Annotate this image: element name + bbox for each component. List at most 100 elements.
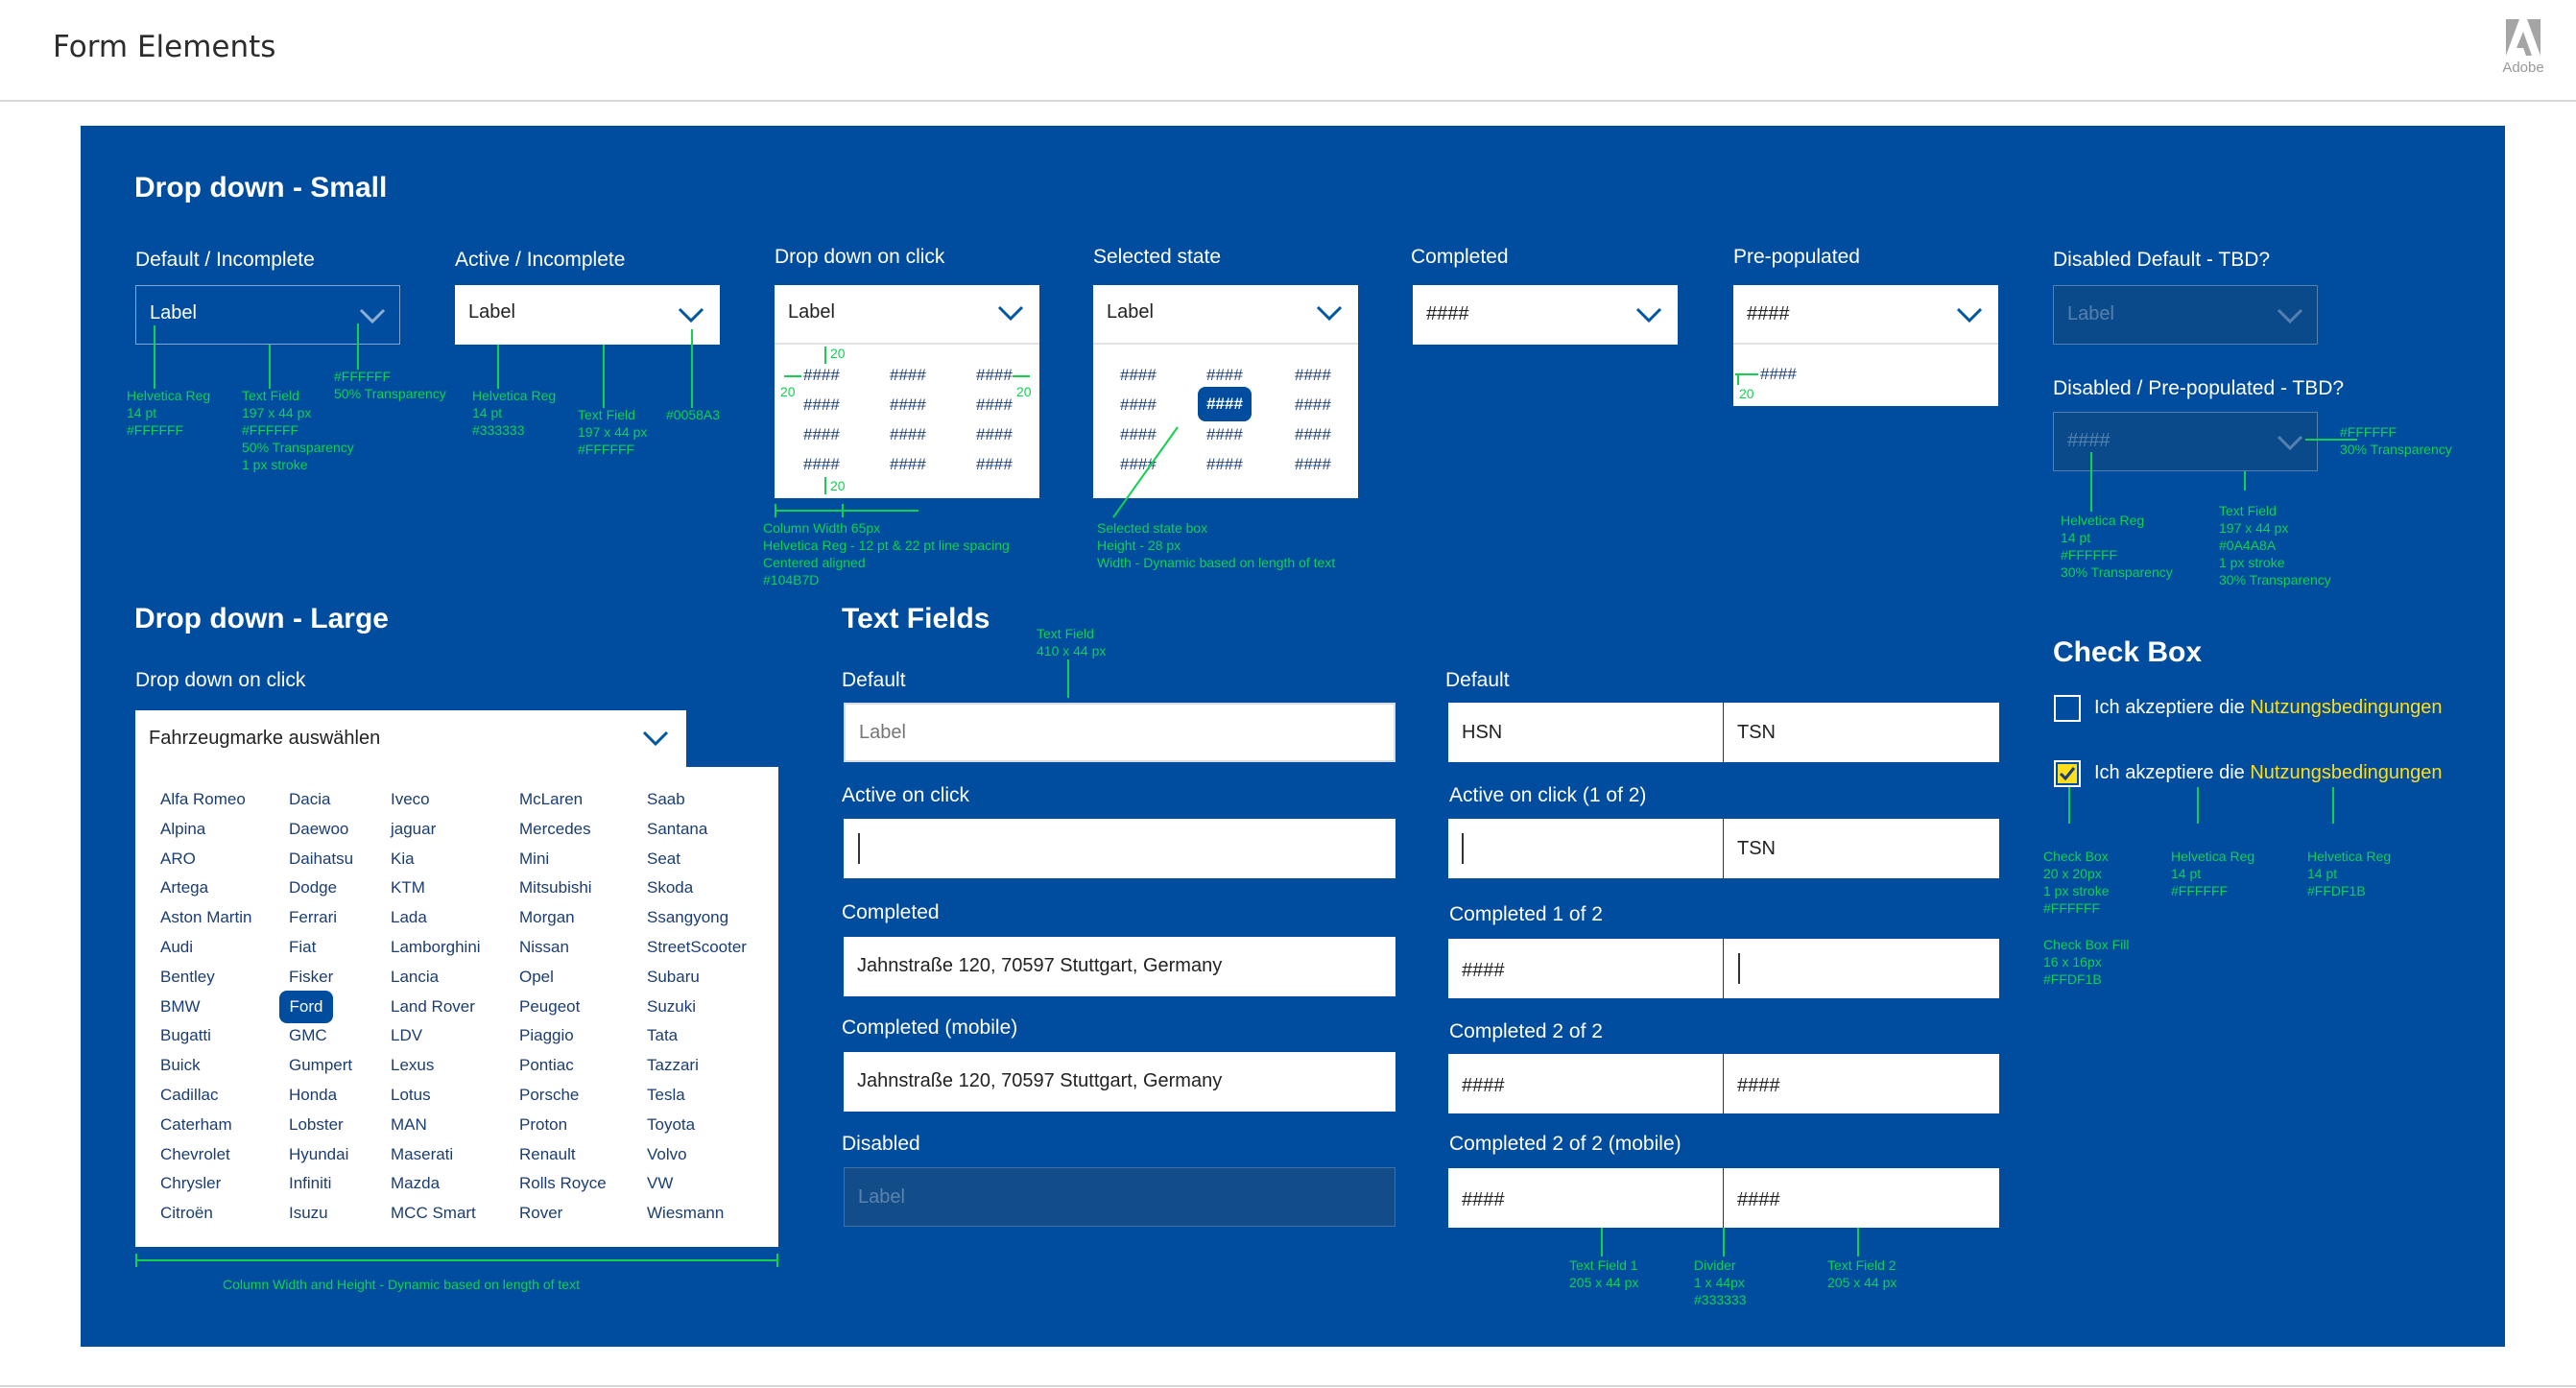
textfield-hsn-completed[interactable]: ####	[1448, 1054, 1724, 1113]
menu-option[interactable]: ####	[1206, 425, 1243, 443]
brand-option[interactable]: Rover	[519, 1204, 563, 1223]
brand-option[interactable]: Infiniti	[289, 1174, 332, 1193]
menu-option[interactable]: ####	[890, 455, 926, 473]
brand-option[interactable]: Honda	[289, 1086, 338, 1104]
brand-option[interactable]: Bentley	[160, 967, 215, 986]
brand-option[interactable]: ARO	[160, 849, 196, 868]
brand-option[interactable]: Mazda	[391, 1174, 441, 1193]
menu-option[interactable]: ####	[976, 395, 1013, 414]
brand-option[interactable]: Mercedes	[519, 819, 591, 838]
textfield-active[interactable]	[844, 819, 1395, 878]
brand-option[interactable]: Dodge	[289, 878, 338, 897]
menu-option[interactable]: ####	[890, 395, 926, 414]
brand-option[interactable]: Pontiac	[519, 1056, 574, 1075]
dropdown-prepopulated[interactable]: ####	[1733, 285, 1998, 345]
brand-option[interactable]: Daewoo	[289, 819, 349, 838]
textfield-tsn-completed[interactable]: ####	[1724, 1054, 1999, 1113]
textfield-completed-mobile[interactable]: Jahnstraße 120, 70597 Stuttgart, Germany	[844, 1052, 1395, 1112]
brand-option[interactable]: Piaggio	[519, 1026, 574, 1045]
textfield-tsn-active[interactable]	[1724, 939, 1999, 998]
brand-option[interactable]: Ssangyong	[647, 908, 729, 927]
brand-option[interactable]: Cadillac	[160, 1086, 219, 1104]
brand-option[interactable]: Renault	[519, 1144, 576, 1163]
textfield-hsn[interactable]: HSN	[1448, 703, 1724, 762]
menu-option[interactable]: ####	[803, 425, 840, 443]
menu-option[interactable]: ####	[976, 366, 1013, 384]
brand-option[interactable]: VW	[647, 1174, 674, 1193]
brand-option[interactable]: Tesla	[647, 1086, 685, 1104]
dropdown-completed[interactable]: ####	[1413, 285, 1678, 345]
brand-option[interactable]: Ferrari	[289, 908, 338, 927]
brand-option[interactable]: Skoda	[647, 878, 694, 897]
brand-option[interactable]: GMC	[289, 1026, 327, 1045]
brand-option[interactable]: Wiesmann	[647, 1204, 725, 1223]
brand-option[interactable]: MCC Smart	[391, 1204, 476, 1223]
brand-option[interactable]: Buick	[160, 1056, 201, 1075]
textfield-tsn-completed[interactable]: ####	[1724, 1168, 1999, 1228]
terms-link[interactable]: Nutzungsbedingungen	[2250, 697, 2443, 718]
brand-option[interactable]: Fiat	[289, 938, 317, 956]
brand-option[interactable]: Mini	[519, 849, 550, 868]
brand-option[interactable]: Gumpert	[289, 1056, 353, 1075]
menu-option[interactable]: ####	[1206, 455, 1243, 473]
brand-option[interactable]: Seat	[647, 849, 680, 868]
brand-option[interactable]: Isuzu	[289, 1204, 328, 1223]
selected-brand-option[interactable]: Ford	[279, 990, 333, 1023]
dropdown-active[interactable]: Label	[455, 285, 720, 345]
brand-option[interactable]: Volvo	[647, 1144, 687, 1163]
brand-option[interactable]: Dacia	[289, 790, 331, 808]
textfield-hsn-completed[interactable]: ####	[1448, 1168, 1724, 1228]
brand-option[interactable]: Chrysler	[160, 1174, 222, 1193]
brand-option[interactable]: Artega	[160, 878, 209, 897]
brand-option[interactable]: Citroën	[160, 1204, 213, 1223]
brand-option[interactable]: Lexus	[391, 1056, 435, 1075]
brand-option[interactable]: Lamborghini	[391, 938, 481, 956]
brand-option[interactable]: MAN	[391, 1114, 427, 1134]
brand-option[interactable]: Bugatti	[160, 1026, 211, 1045]
brand-option[interactable]: Morgan	[519, 908, 575, 927]
menu-option[interactable]: ####	[1295, 395, 1331, 414]
brand-option[interactable]: Lancia	[391, 967, 440, 986]
menu-option[interactable]: ####	[976, 425, 1013, 443]
brand-option[interactable]: Porsche	[519, 1086, 580, 1104]
brand-option[interactable]: Fisker	[289, 967, 334, 986]
brand-option[interactable]: Proton	[519, 1114, 568, 1134]
menu-option[interactable]: ####	[1120, 366, 1157, 384]
textfield-hsn-completed[interactable]: ####	[1448, 939, 1724, 998]
checkbox-unchecked[interactable]	[2054, 695, 2081, 722]
brand-option[interactable]: Hyundai	[289, 1144, 349, 1163]
brand-option[interactable]: Toyota	[647, 1114, 696, 1134]
terms-link[interactable]: Nutzungsbedingungen	[2250, 762, 2443, 783]
brand-option[interactable]: Mitsubishi	[519, 878, 592, 897]
menu-option[interactable]: ####	[1295, 366, 1331, 384]
brand-option[interactable]: BMW	[160, 996, 201, 1016]
textfield-completed[interactable]: Jahnstraße 120, 70597 Stuttgart, Germany	[844, 937, 1395, 996]
brand-option[interactable]: Santana	[647, 819, 708, 838]
menu-option[interactable]: ####	[1120, 395, 1157, 414]
checkbox-checked[interactable]	[2054, 760, 2081, 787]
brand-option[interactable]: Alpina	[160, 819, 206, 838]
brand-option[interactable]: Tata	[647, 1026, 679, 1045]
brand-option[interactable]: Lobster	[289, 1114, 344, 1134]
brand-option[interactable]: Land Rover	[391, 996, 475, 1016]
brand-option[interactable]: Lada	[391, 908, 427, 927]
menu-option[interactable]: ####	[976, 455, 1013, 473]
brand-option[interactable]: Audi	[160, 938, 194, 956]
dropdown-large[interactable]: Fahrzeugmarke auswählen	[135, 710, 686, 770]
menu-option[interactable]: ####	[803, 395, 840, 414]
brand-option[interactable]: jaguar	[391, 819, 437, 838]
dropdown-default[interactable]: Label	[135, 285, 400, 345]
menu-option[interactable]: ####	[803, 366, 840, 384]
textfield-hsn-active[interactable]	[1448, 819, 1724, 878]
brand-option[interactable]: LDV	[391, 1026, 423, 1045]
dropdown-onclick[interactable]: Label	[775, 285, 1039, 345]
textfield-tsn[interactable]: TSN	[1724, 703, 1999, 762]
brand-option[interactable]: StreetScooter	[647, 938, 747, 956]
menu-option[interactable]: ####	[1295, 425, 1331, 443]
brand-option[interactable]: Daihatsu	[289, 849, 354, 868]
brand-option[interactable]: Chevrolet	[160, 1144, 230, 1163]
brand-option[interactable]: Saab	[647, 790, 685, 808]
brand-option[interactable]: Aston Martin	[160, 908, 252, 927]
brand-option[interactable]: Nissan	[519, 938, 569, 956]
menu-option[interactable]: ####	[1120, 425, 1157, 443]
